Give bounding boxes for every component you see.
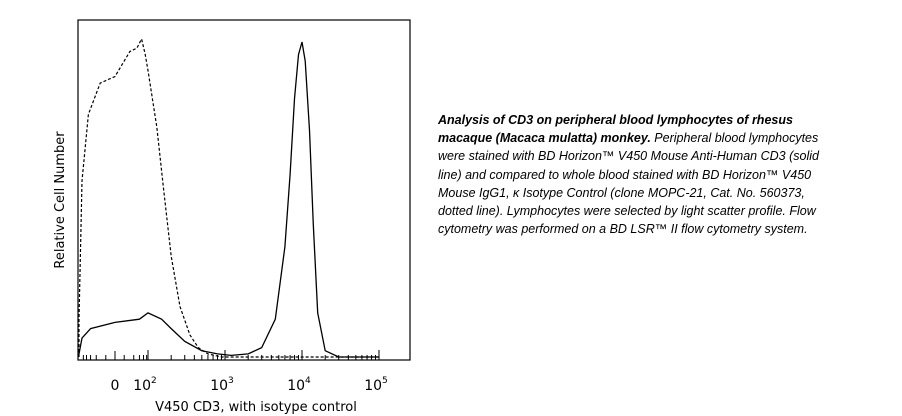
x-axis-title: V450 CD3, with isotype control — [155, 400, 357, 415]
x-tick-label: 105 — [364, 376, 388, 394]
figure-caption: Analysis of CD3 on peripheral blood lymp… — [438, 111, 823, 238]
plot-frame — [77, 19, 411, 361]
cd3-solid-line — [78, 41, 379, 358]
x-tick-labels: 0 102 103 104 105 — [111, 376, 388, 394]
x-tick-label: 0 — [111, 378, 120, 394]
x-axis-ticks — [82, 350, 380, 360]
y-axis-title: Relative Cell Number — [53, 131, 68, 269]
caption-body: Peripheral blood lymphocytes were staine… — [438, 131, 819, 237]
x-tick-label: 104 — [287, 376, 311, 394]
x-tick-label: 103 — [210, 376, 234, 394]
histogram-chart: 0 102 103 104 105 V450 CD3, with isotype con… — [53, 19, 411, 415]
isotype-control-dotted-line — [78, 37, 379, 358]
caption-title: Analysis of CD3 on peripheral blood lymp… — [438, 113, 793, 146]
x-tick-label: 102 — [133, 376, 157, 394]
